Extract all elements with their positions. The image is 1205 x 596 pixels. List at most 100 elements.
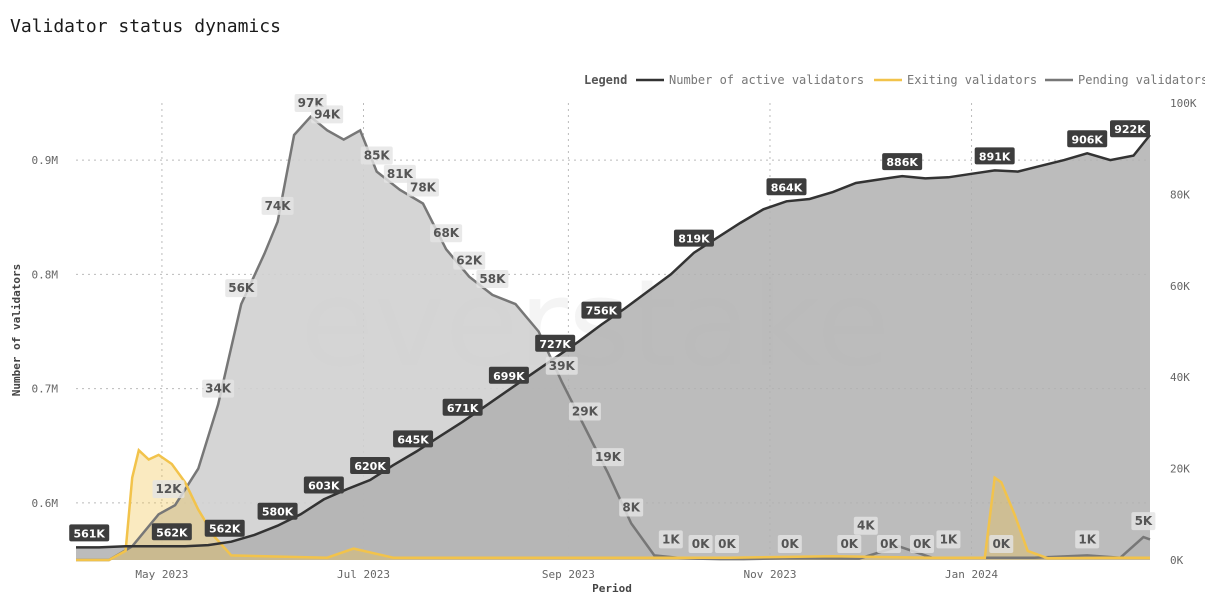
legend-item-pending[interactable]: Pending validators — [1078, 73, 1205, 87]
pending-data-label: 62K — [453, 251, 486, 270]
pending-data-label: 1K — [936, 530, 961, 549]
chart-title: Validator status dynamics — [10, 16, 281, 37]
active-data-label: 819K — [673, 229, 714, 247]
data-labels: 12K34K56K74K97K94K85K81K78K68K62K58K39K2… — [69, 94, 1156, 553]
pending-label-bg — [909, 535, 934, 553]
pending-label-bg — [383, 164, 416, 183]
exiting-area — [76, 450, 1150, 560]
active-label-text: 699K — [493, 370, 525, 383]
active-label-text: 891K — [979, 150, 1011, 163]
y-tick-label: 0.8M — [32, 268, 59, 281]
pending-label-bg — [406, 178, 439, 197]
pending-label-bg — [592, 448, 625, 467]
active-label-text: 562K — [156, 526, 188, 539]
active-label-text: 906K — [1071, 133, 1103, 146]
active-label-bg — [151, 523, 192, 541]
y2-tick-label: 100K — [1170, 97, 1197, 110]
pending-label-text: 0K — [718, 537, 736, 551]
pending-label-bg — [225, 279, 258, 298]
pending-label-text: 8K — [622, 500, 640, 514]
y2-tick-label: 40K — [1170, 371, 1190, 384]
pending-data-label: 1K — [1075, 530, 1100, 549]
pending-label-bg — [360, 146, 393, 165]
active-data-label: 699K — [488, 366, 529, 384]
active-label-text: 886K — [886, 156, 918, 169]
pending-label-text: 12K — [156, 482, 183, 496]
axes: 0.6M 0.7M 0.8M 0.9M 0K 20K 40K 60K 80K 100K May 20… — [32, 97, 1197, 581]
pending-label-bg — [658, 530, 683, 549]
active-label-text: 562K — [209, 523, 241, 536]
pending-area — [76, 116, 1150, 560]
y-tick-label: 0.7M — [32, 383, 59, 396]
y2-tick-label: 80K — [1170, 188, 1190, 201]
active-label-text: 864K — [771, 181, 803, 194]
pending-label-text: 1K — [662, 532, 680, 546]
active-data-label: 562K — [151, 523, 192, 541]
pending-label-bg — [430, 224, 463, 243]
legend: Legend Number of active validators Exiti… — [584, 73, 1205, 87]
active-label-text: 922K — [1114, 123, 1146, 136]
legend-item-active[interactable]: Number of active validators — [669, 73, 864, 87]
pending-data-label: 85K — [360, 146, 393, 165]
pending-label-text: 19K — [595, 450, 622, 464]
pending-data-label: 5K — [1131, 512, 1156, 531]
pending-label-text: 81K — [387, 167, 414, 181]
legend-item-exiting[interactable]: Exiting validators — [907, 73, 1037, 87]
pending-label-bg — [476, 269, 509, 288]
active-label-text: 756K — [586, 305, 618, 318]
pending-label-text: 0K — [781, 537, 799, 551]
pending-label-bg — [152, 480, 185, 499]
pending-label-text: 58K — [479, 272, 506, 286]
y-tick-label: 0.9M — [32, 154, 59, 167]
active-data-label: 756K — [581, 301, 622, 319]
active-data-label: 580K — [257, 502, 298, 520]
active-label-text: 819K — [678, 233, 710, 246]
pending-label-bg — [202, 379, 235, 398]
pending-data-label: 78K — [406, 178, 439, 197]
active-data-label: 561K — [69, 524, 110, 542]
x-tick-label: Sep 2023 — [542, 568, 595, 581]
pending-label-text: 1K — [1078, 532, 1096, 546]
active-label-bg — [882, 153, 923, 171]
active-label-bg — [350, 457, 391, 475]
pending-data-label: 81K — [383, 164, 416, 183]
pending-label-bg — [837, 535, 862, 553]
active-data-label: 727K — [535, 334, 576, 352]
pending-label-text: 4K — [857, 519, 875, 533]
active-label-bg — [673, 229, 714, 247]
active-label-text: 671K — [447, 402, 479, 415]
x-axis-title: Period — [592, 582, 632, 595]
pending-label-text: 0K — [840, 537, 858, 551]
y2-tick-label: 20K — [1170, 463, 1190, 476]
pending-data-label: 0K — [837, 535, 862, 553]
pending-data-label: 0K — [688, 535, 713, 553]
pending-label-bg — [261, 196, 294, 215]
active-data-label: 620K — [350, 457, 391, 475]
pending-label-bg — [936, 530, 961, 549]
pending-label-bg — [545, 356, 578, 375]
active-label-text: 645K — [397, 433, 429, 446]
active-data-label: 906K — [1067, 130, 1108, 148]
pending-data-label: 0K — [777, 535, 802, 553]
y-axis-title: Number of validators — [10, 264, 23, 396]
pending-data-label: 0K — [989, 535, 1014, 553]
active-label-text: 620K — [354, 460, 386, 473]
legend-title: Legend — [584, 73, 627, 87]
pending-data-label: 34K — [202, 379, 235, 398]
pending-label-text: 1K — [940, 532, 958, 546]
pending-data-label: 0K — [715, 535, 740, 553]
pending-label-text: 85K — [364, 149, 391, 163]
active-data-label: 891K — [974, 147, 1015, 165]
active-label-bg — [766, 178, 807, 196]
chart-areas — [76, 116, 1150, 560]
active-label-bg — [1110, 120, 1150, 138]
active-data-label: 864K — [766, 178, 807, 196]
active-data-label: 886K — [882, 153, 923, 171]
pending-label-text: 5K — [1135, 514, 1153, 528]
pending-label-text: 29K — [572, 404, 599, 418]
pending-data-label: 0K — [876, 535, 901, 553]
active-data-label: 603K — [303, 476, 344, 494]
active-label-bg — [1067, 130, 1108, 148]
pending-data-label: 58K — [476, 269, 509, 288]
